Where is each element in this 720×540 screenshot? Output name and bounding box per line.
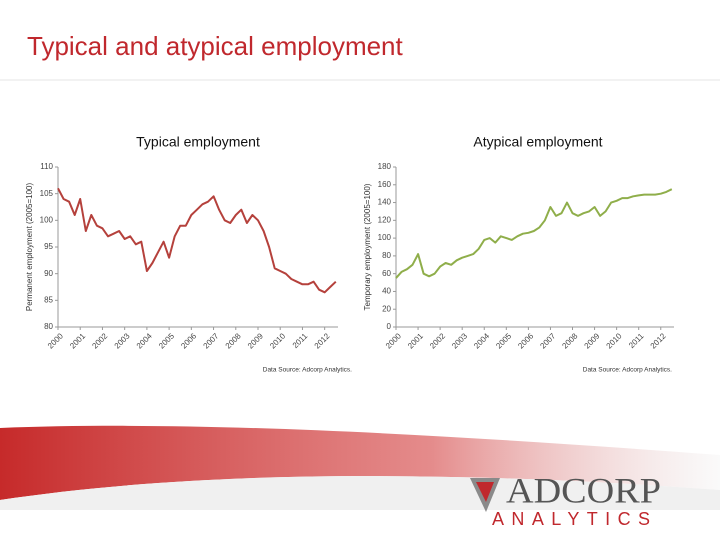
y-tick-label: 20 xyxy=(382,304,391,313)
y-tick-label: 100 xyxy=(40,215,54,224)
line xyxy=(57,187,337,294)
swoosh xyxy=(0,425,720,500)
y-tick-label: 95 xyxy=(44,242,53,251)
logo-tagline: ANALYTICS xyxy=(492,509,650,529)
y-tick-label: 40 xyxy=(382,287,391,296)
y-tick-label: 80 xyxy=(382,251,391,260)
y-tick-label: 100 xyxy=(378,233,392,242)
slide-title: Typical and atypical employment xyxy=(27,31,404,61)
y-axis-title: Temporary employment (2005=100) xyxy=(363,183,372,310)
y-tick-label: 110 xyxy=(40,162,53,171)
y-tick-label: 80 xyxy=(44,322,53,331)
chart-title: Typical employment xyxy=(136,134,260,150)
y-tick-label: 140 xyxy=(378,198,392,207)
swoosh-light xyxy=(0,476,720,510)
y-tick-label: 120 xyxy=(378,215,392,224)
source-note: Data Source: Adcorp Analytics. xyxy=(583,367,672,374)
y-tick-label: 90 xyxy=(44,269,53,278)
y-tick-label: 160 xyxy=(378,180,392,189)
y-tick-label: 105 xyxy=(40,189,54,198)
y-tick-label: 0 xyxy=(387,322,392,331)
y-tick-label: 180 xyxy=(378,162,392,171)
y-tick-label: 60 xyxy=(382,269,391,278)
line xyxy=(395,188,673,279)
logo-name: ADCORP xyxy=(506,470,661,510)
source-note: Data Source: Adcorp Analytics. xyxy=(263,367,352,374)
y-tick-label: 85 xyxy=(44,295,53,304)
logo-mark-inner xyxy=(476,482,494,502)
y-axis-title: Permanent employment (2005=100) xyxy=(25,183,34,312)
chart-title: Atypical employment xyxy=(473,134,602,150)
